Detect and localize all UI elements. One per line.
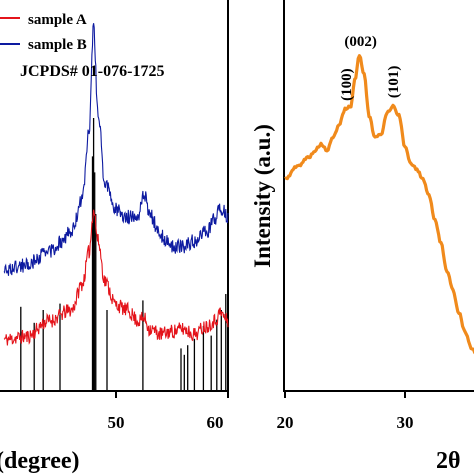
right-panel: 20 30 (100)(002)(101) Intensity (a.u.) 2θ bbox=[250, 0, 474, 474]
peak-labels: (100) (002) (101) bbox=[339, 34, 402, 101]
x-tick-label: 30 bbox=[397, 413, 414, 432]
left-x-ticks: 50 60 bbox=[108, 390, 229, 432]
right-series-group bbox=[284, 54, 474, 355]
left-plot-frame bbox=[0, 0, 229, 392]
peak-label: (002) bbox=[344, 34, 377, 50]
series-line-sample-a bbox=[3, 209, 229, 346]
x-tick-label: 50 bbox=[108, 413, 125, 432]
series-line-right bbox=[284, 54, 474, 355]
peak-label: (100) bbox=[339, 68, 355, 101]
left-legend: sample A sample B JCPDS# 01-076-1725 bbox=[0, 12, 164, 80]
left-x-axis-label: (degree) bbox=[0, 448, 80, 474]
x-tick-label: 60 bbox=[207, 413, 224, 432]
right-x-ticks: 20 30 bbox=[277, 390, 414, 432]
right-y-axis-label: Intensity (a.u.) bbox=[250, 124, 275, 268]
peak-label: (101) bbox=[386, 66, 402, 99]
left-series-group bbox=[3, 23, 229, 346]
series-line-sample-b bbox=[3, 23, 229, 276]
x-tick-label: 20 bbox=[277, 413, 294, 432]
legend-label-sample-a: sample A bbox=[28, 12, 87, 28]
left-panel: 50 60 sample A sample B JCPDS# 01-076-172… bbox=[0, 0, 229, 474]
legend-label-sample-b: sample B bbox=[28, 37, 87, 53]
reference-peaks bbox=[20, 118, 227, 390]
right-plot-frame bbox=[283, 0, 474, 392]
right-x-axis-label: 2θ bbox=[436, 448, 461, 474]
legend-reference-label: JCPDS# 01-076-1725 bbox=[20, 63, 164, 80]
